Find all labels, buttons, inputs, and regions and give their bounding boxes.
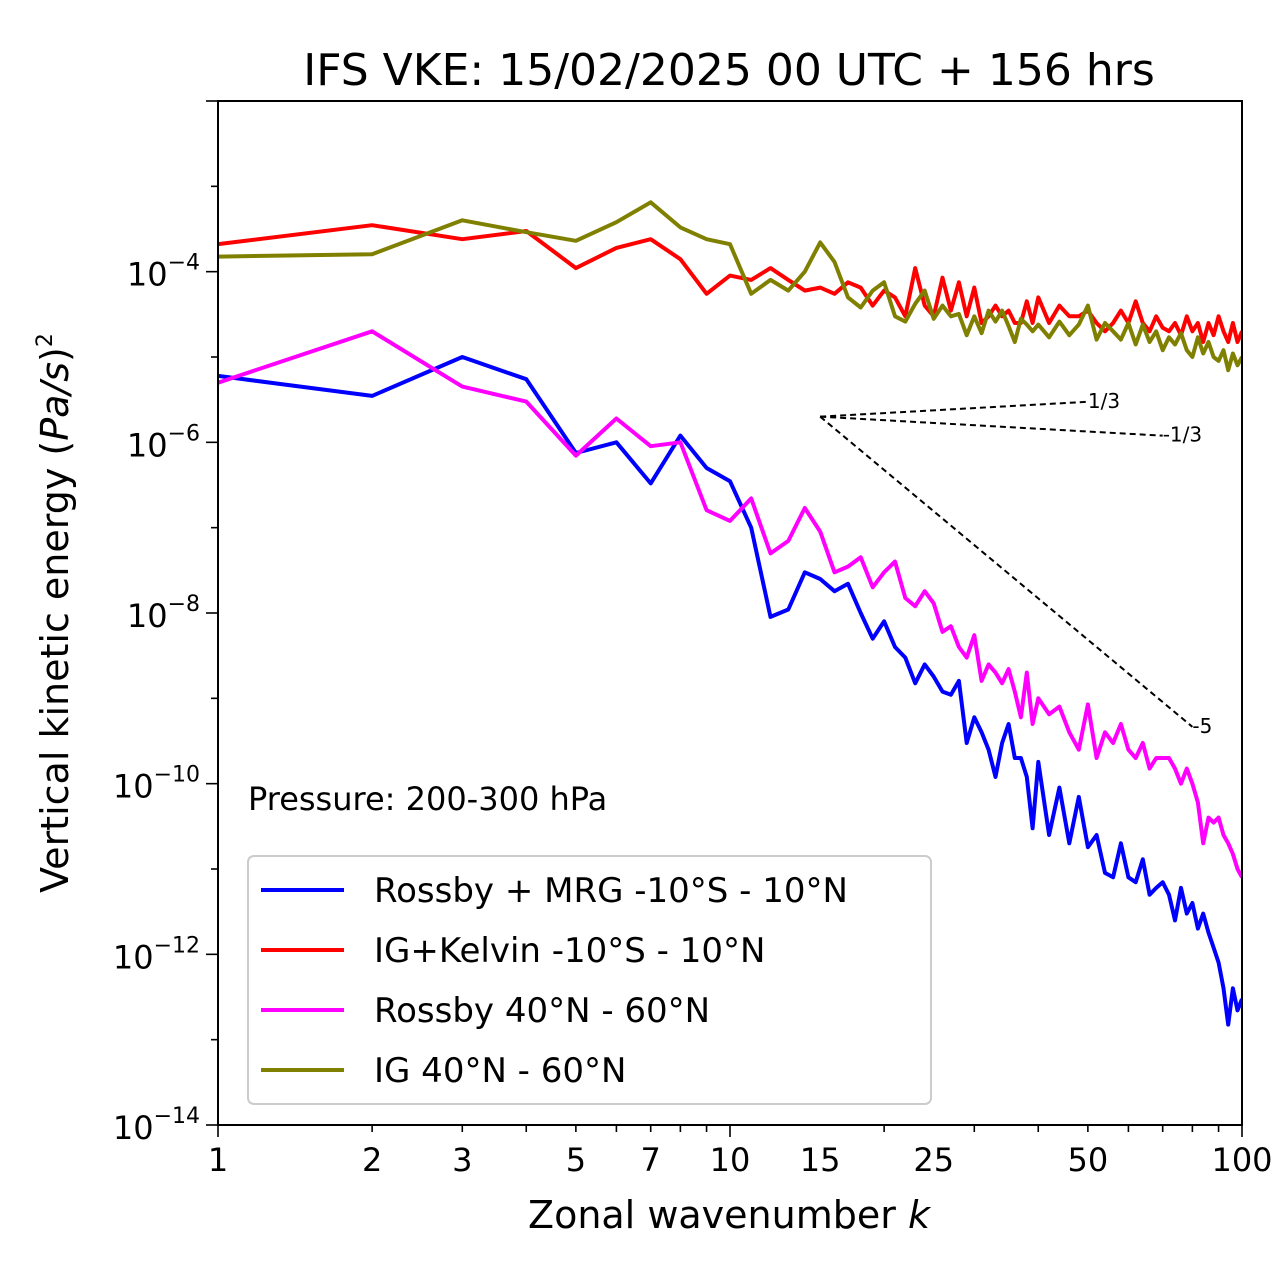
x-axis-ticks: 1 2 3 5 7 10 15 25 50 100 [208,1125,1273,1179]
legend: Rossby + MRG -10°S - 10°N IG+Kelvin -10°S… [247,855,932,1105]
legend-frame [247,855,932,1105]
y-tick-label: 10−12 [113,933,200,976]
reference-slope-label-0: 1/3 [1088,389,1120,413]
y-axis-ticks: 10−4 10−6 10−8 10−10 10−12 10−14 [113,100,218,1147]
legend-label-1: IG+Kelvin -10°S - 10°N [374,931,765,971]
x-tick-label: 50 [1068,1141,1109,1179]
y-tick-label: 10−4 [127,251,200,294]
reference-slope-label-2: -5 [1192,714,1212,738]
series-line-3 [218,200,1242,373]
x-tick-label: 100 [1211,1141,1272,1179]
x-tick-label: 2 [362,1141,382,1179]
x-tick-label: 1 [208,1141,228,1179]
x-tick-label: 5 [566,1141,586,1179]
y-tick-label: 10−6 [127,421,200,464]
x-tick-label: 10 [710,1141,751,1179]
x-axis-label: Zonal wavenumber k [528,1193,932,1237]
reference-slopes: 1/3 -1/3 -5 [819,389,1212,738]
reference-slope-line-2 [819,415,1194,728]
reference-slope-line-0 [820,400,1088,418]
chart-title: IFS VKE: 15/02/2025 00 UTC + 156 hrs [303,45,1155,96]
reference-slope-label-1: -1/3 [1163,423,1202,447]
legend-label-3: IG 40°N - 60°N [374,1051,626,1091]
y-tick-label: 10−14 [113,1104,200,1147]
y-tick-label: 10−10 [113,763,200,806]
x-tick-label: 15 [800,1141,841,1179]
x-tick-label: 7 [641,1141,661,1179]
pressure-annotation: Pressure: 200-300 hPa [248,780,607,818]
series-layer [218,200,1242,1027]
x-tick-label: 3 [452,1141,472,1179]
y-tick-label: 10−8 [127,592,200,635]
series-line-1 [218,223,1242,344]
series-line-0 [218,355,1242,1027]
reference-slope-line-1 [820,415,1163,437]
x-tick-label: 25 [913,1141,954,1179]
legend-label-0: Rossby + MRG -10°S - 10°N [374,871,848,911]
y-axis-label: Vertical kinetic energy (Pa/s)2 [33,333,77,893]
series-line-2 [218,329,1242,879]
legend-label-2: Rossby 40°N - 60°N [374,991,710,1031]
